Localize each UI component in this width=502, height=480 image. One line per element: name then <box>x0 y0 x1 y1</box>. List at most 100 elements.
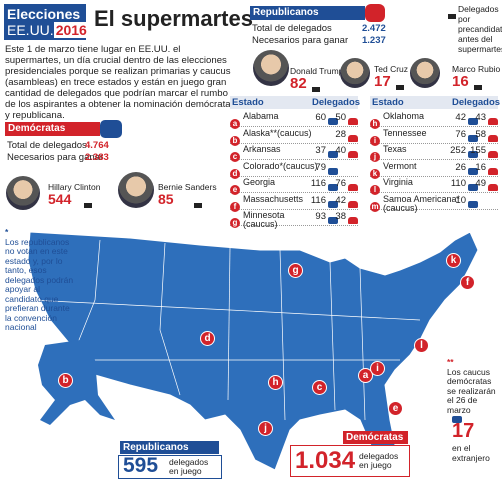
header-bg <box>370 96 498 109</box>
rep-total: 595 <box>123 454 159 477</box>
marker-letter: l <box>414 338 429 353</box>
elephant-icon <box>348 129 358 147</box>
alaska-map <box>38 340 115 425</box>
letter: b <box>230 135 240 146</box>
state-letter: b <box>230 130 240 148</box>
letter: c <box>230 152 240 162</box>
table-header: Estado <box>372 97 404 108</box>
dem-delegates: 116 <box>310 194 326 206</box>
elephant-icon <box>488 145 498 163</box>
donkey-icon <box>328 211 338 229</box>
candidate-name: Hillary Clinton <box>48 182 101 192</box>
row-line <box>370 192 498 193</box>
candidate-name: Bernie Sanders <box>158 182 217 192</box>
candidate-photo <box>410 58 440 88</box>
rep-delegates: 49 <box>475 178 486 189</box>
rep-delegates: 38 <box>335 211 346 222</box>
rep-total-label: delegados en juego <box>169 457 209 476</box>
letter: f <box>230 201 240 212</box>
row-line <box>230 208 358 210</box>
rep-title: Republicanos <box>250 6 365 20</box>
rep-delegates: 58 <box>475 128 486 140</box>
note-mark: * <box>5 227 9 237</box>
elephant-icon <box>348 195 358 213</box>
letter: d <box>230 168 240 179</box>
flag-icon <box>84 195 92 213</box>
donkey-icon <box>468 178 478 196</box>
flag-icon <box>194 195 202 213</box>
rep-delegates: 76 <box>335 178 346 189</box>
map-marker: e <box>388 398 403 416</box>
state-name: Alaska**(caucus) <box>243 127 312 138</box>
candidate-photo <box>340 58 370 88</box>
row-value: 1.237 <box>362 35 386 46</box>
row-line <box>370 208 498 210</box>
state-letter: g <box>230 212 240 230</box>
donkey-icon <box>468 112 478 130</box>
note-1: * Los republicanos no votan en este estad… <box>5 227 75 333</box>
brand-sub: EE.UU. 2016 <box>4 22 89 38</box>
row-line <box>230 192 358 193</box>
map-marker: d <box>200 328 215 346</box>
candidate-delegates: 16 <box>452 73 469 90</box>
row-label: Total de delegados <box>7 140 87 151</box>
note-text: Los caucus demócratas se realizarán el 2… <box>447 366 496 415</box>
dem-delegates: 116 <box>310 178 326 189</box>
marker-letter: g <box>288 263 303 278</box>
marker-letter: f <box>460 275 475 290</box>
letter: g <box>230 218 240 228</box>
intro: Este 1 de marzo tiene lugar en EE.UU. el… <box>5 44 231 121</box>
row-value: 2.472 <box>362 23 386 34</box>
header-bg <box>230 96 358 109</box>
donkey-icon <box>328 112 338 130</box>
donkey-icon <box>468 162 478 180</box>
table-header: Estado <box>232 97 264 108</box>
map-marker: k <box>446 250 461 268</box>
note-mark: ** <box>447 357 454 367</box>
map-marker: j <box>258 418 273 436</box>
rep-total-box: 595 delegados en juego <box>118 454 222 479</box>
map-marker: l <box>414 335 429 353</box>
state-name: Tennessee <box>383 127 427 138</box>
candidate-photo <box>253 50 289 86</box>
marker-letter: c <box>312 380 327 395</box>
donkey-icon <box>468 129 478 147</box>
dem-delegates: 26 <box>455 161 466 173</box>
elephant-icon <box>488 178 498 196</box>
state-name: Massachusetts <box>243 193 304 204</box>
dem-delegates: 60 <box>315 112 326 123</box>
marker-letter: a <box>358 368 373 383</box>
elephant-icon <box>488 162 498 180</box>
note-text: Los republicanos no votan en este estado… <box>5 236 74 332</box>
rep-delegates: 28 <box>335 128 346 140</box>
elephant-icon <box>348 211 358 229</box>
marker-letter: b <box>58 373 73 388</box>
row-line <box>230 142 358 144</box>
letter: j <box>370 152 380 162</box>
elephant-icon <box>488 129 498 147</box>
map-marker: g <box>288 260 303 278</box>
donkey-icon <box>328 178 338 196</box>
elephant-icon <box>488 112 498 130</box>
map-marker: h <box>268 372 283 390</box>
map-marker: i <box>370 358 385 376</box>
row-line <box>370 142 498 144</box>
donkey-icon <box>468 195 478 213</box>
row-label: Total de delegados <box>252 23 332 34</box>
elephant-icon <box>348 112 358 130</box>
abroad-value: 17 <box>452 420 475 442</box>
state-letter: k <box>370 163 380 181</box>
title: El supermartes <box>94 6 253 31</box>
letter: l <box>370 185 380 195</box>
elephant-icon <box>348 178 358 196</box>
flag-note: Delegados por precandidato antes del sup… <box>458 4 502 54</box>
state-letter: e <box>230 179 240 197</box>
row-value: 2.383 <box>85 152 109 163</box>
state-name: Colorado*(caucus) <box>243 160 318 171</box>
candidate-delegates: 82 <box>290 75 307 92</box>
row-line <box>370 175 498 177</box>
row-line <box>230 175 358 177</box>
letter: a <box>230 119 240 129</box>
candidate-delegates: 85 <box>158 191 174 207</box>
